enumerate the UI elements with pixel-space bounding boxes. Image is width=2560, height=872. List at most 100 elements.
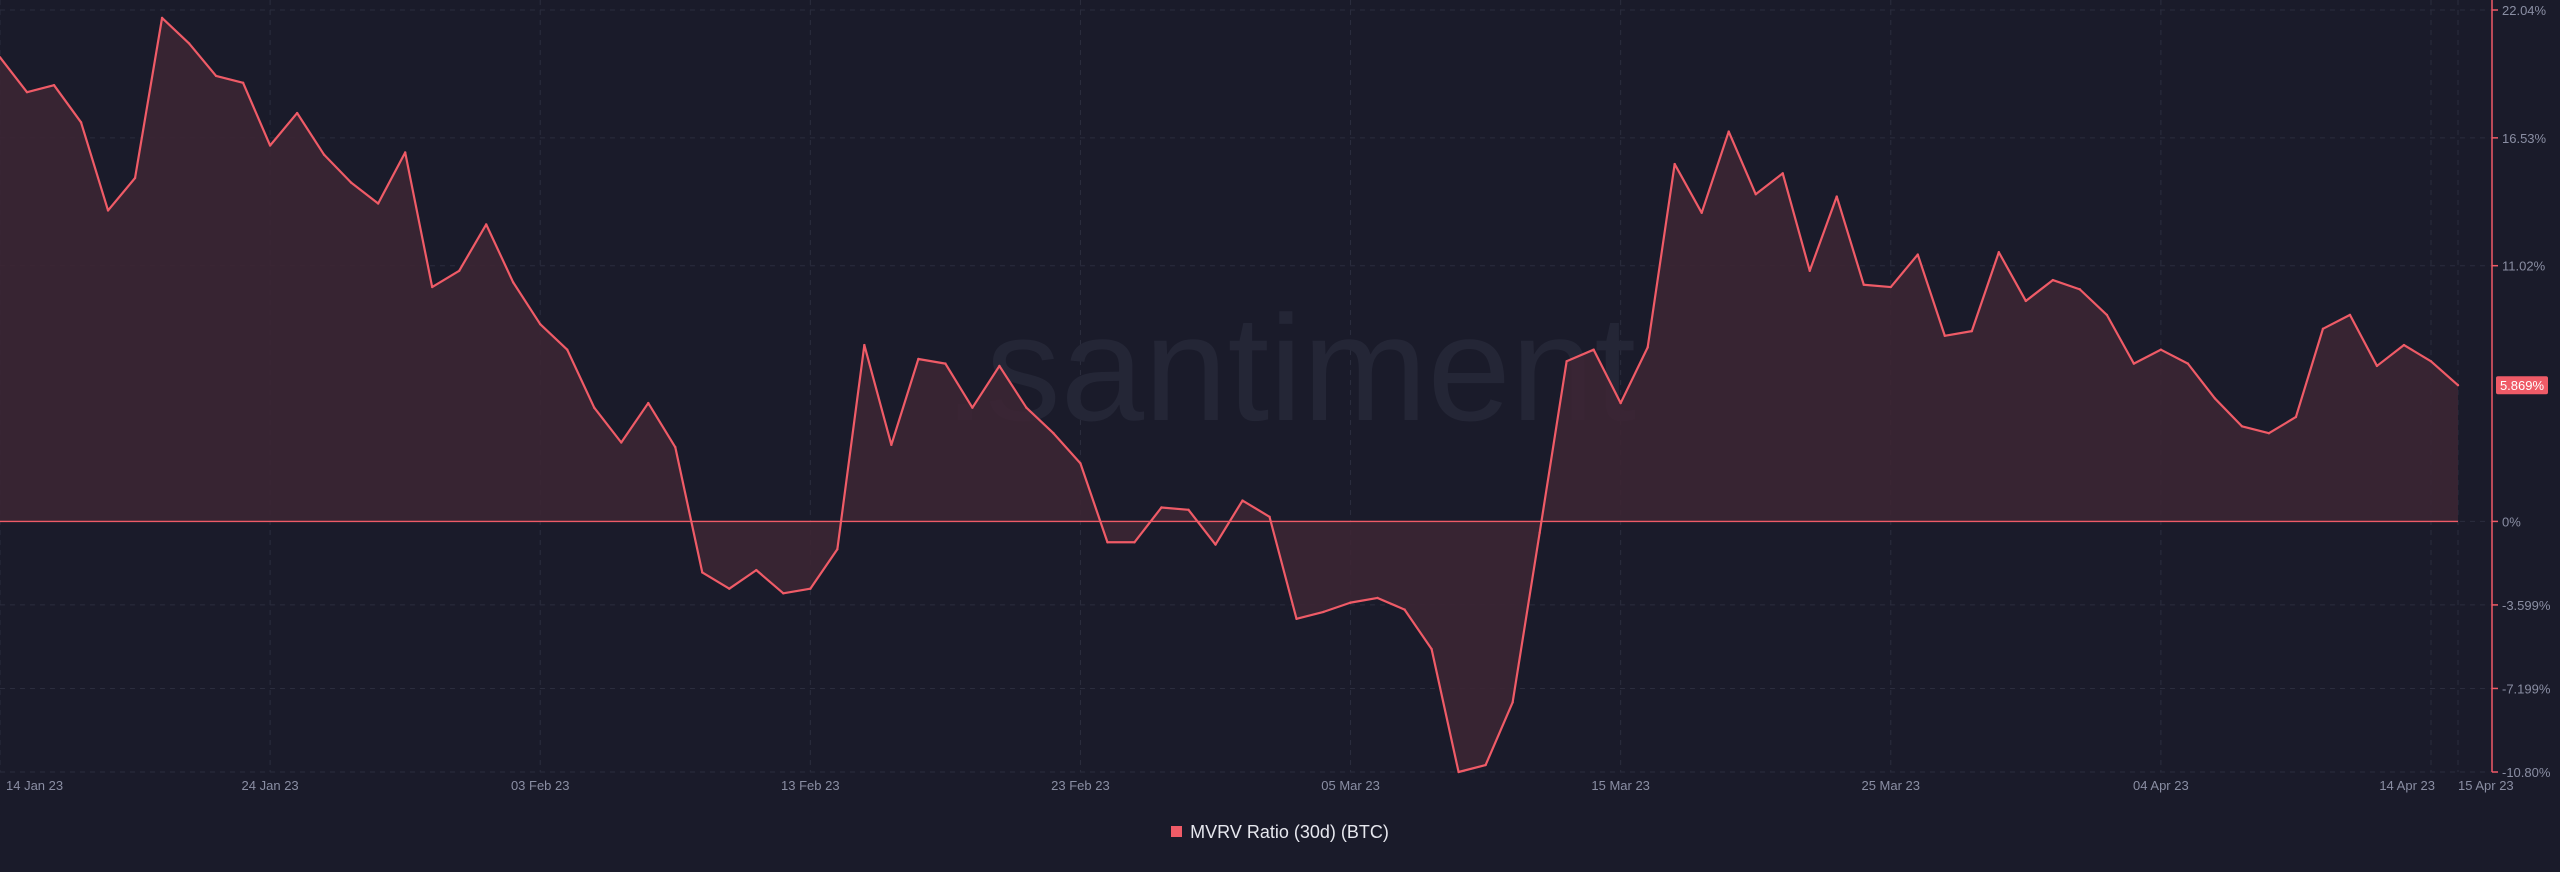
- data-point: [1052, 432, 1055, 435]
- data-point: [25, 90, 29, 94]
- data-point: [1673, 162, 1676, 166]
- data-point: [539, 322, 542, 326]
- x-tick-label: 23 Feb 23: [1051, 778, 1110, 793]
- data-point: [647, 401, 650, 405]
- data-point: [1808, 269, 1811, 273]
- data-point: [863, 343, 866, 347]
- data-point: [2051, 278, 2055, 282]
- data-point: [1835, 195, 1838, 198]
- x-tick-label: 05 Mar 23: [1321, 778, 1380, 793]
- data-point: [701, 571, 704, 574]
- data-point: [1997, 251, 2001, 254]
- data-point: [349, 181, 353, 184]
- data-point: [1889, 285, 1892, 289]
- y-tick-label: -10.80%: [2502, 765, 2551, 780]
- data-point: [1160, 506, 1163, 509]
- data-point: [484, 223, 488, 226]
- data-point: [1403, 608, 1406, 611]
- data-point: [593, 406, 596, 409]
- data-point: [160, 16, 164, 20]
- watermark-text: .santiment: [944, 284, 1636, 452]
- data-point: [2213, 397, 2217, 400]
- x-tick-label: 24 Jan 23: [242, 778, 299, 793]
- data-point: [2429, 360, 2433, 363]
- data-point: [1322, 610, 1325, 614]
- x-tick-label: 14 Jan 23: [6, 778, 63, 793]
- data-point: [106, 209, 110, 212]
- data-point: [1592, 348, 1595, 351]
- data-point: [1349, 601, 1352, 604]
- x-tick-label: 14 Apr 23: [2379, 778, 2435, 793]
- current-value-badge: [2496, 376, 2548, 395]
- data-point: [1214, 543, 1217, 546]
- data-point: [566, 348, 569, 351]
- data-point: [1754, 193, 1757, 196]
- data-point: [457, 269, 461, 273]
- data-point: [133, 176, 137, 180]
- data-point: [1619, 401, 1622, 405]
- data-point: [1511, 701, 1514, 704]
- data-point: [836, 548, 839, 551]
- data-point: [728, 587, 731, 590]
- data-point: [1916, 253, 1919, 256]
- area-fill: [0, 17, 2458, 772]
- data-point: [2267, 432, 2271, 435]
- data-point: [1430, 647, 1433, 651]
- data-point: [971, 406, 974, 409]
- data-point: [1970, 329, 1974, 333]
- data-point: [1457, 770, 1460, 774]
- data-point: [79, 121, 83, 124]
- data-point: [1646, 346, 1649, 349]
- data-point: [2159, 348, 2163, 351]
- data-point: [214, 74, 218, 78]
- data-point: [2024, 299, 2028, 303]
- data-point: [1700, 211, 1703, 214]
- x-tick-label: 15 Mar 23: [1591, 778, 1650, 793]
- data-point: [944, 362, 947, 365]
- data-point: [998, 364, 1001, 368]
- data-point: [322, 153, 326, 156]
- data-point: [2186, 362, 2190, 365]
- data-point: [52, 83, 56, 87]
- x-tick-label: 03 Feb 23: [511, 778, 570, 793]
- data-point: [1538, 531, 1541, 535]
- y-tick-label: 0%: [2502, 514, 2521, 529]
- data-point: [782, 592, 785, 595]
- y-tick-label: 11.02%: [2502, 259, 2546, 274]
- data-point: [1484, 763, 1487, 767]
- data-point: [1295, 617, 1298, 621]
- chart-legend[interactable]: MVRV Ratio (30d) (BTC): [0, 822, 2560, 843]
- data-point: [1079, 462, 1082, 465]
- data-point: [1106, 541, 1109, 544]
- data-point: [295, 111, 299, 115]
- x-tick-label: 15 Apr 23: [2458, 778, 2514, 793]
- data-point: [890, 443, 893, 447]
- data-point: [2402, 343, 2406, 347]
- legend-label: MVRV Ratio (30d) (BTC): [1190, 822, 1389, 842]
- data-point: [2294, 415, 2298, 419]
- data-point: [0, 56, 2, 59]
- data-point: [2456, 384, 2460, 387]
- data-point: [512, 281, 515, 284]
- data-point: [187, 42, 191, 45]
- data-point: [2348, 313, 2352, 317]
- data-point: [1727, 130, 1730, 133]
- data-point: [1862, 283, 1865, 286]
- data-point: [2240, 425, 2244, 428]
- data-point: [1187, 508, 1190, 512]
- data-point: [755, 568, 758, 572]
- x-tick-label: 13 Feb 23: [781, 778, 840, 793]
- data-point: [2321, 327, 2325, 331]
- x-tick-label: 04 Apr 23: [2133, 778, 2189, 793]
- data-point: [809, 587, 812, 590]
- data-point: [2375, 364, 2379, 368]
- data-point: [430, 285, 434, 289]
- data-point: [1025, 406, 1028, 409]
- data-point: [917, 357, 920, 361]
- data-point: [674, 445, 677, 449]
- y-tick-label: -7.199%: [2502, 681, 2551, 696]
- data-point: [376, 202, 380, 205]
- data-point: [1943, 334, 1946, 337]
